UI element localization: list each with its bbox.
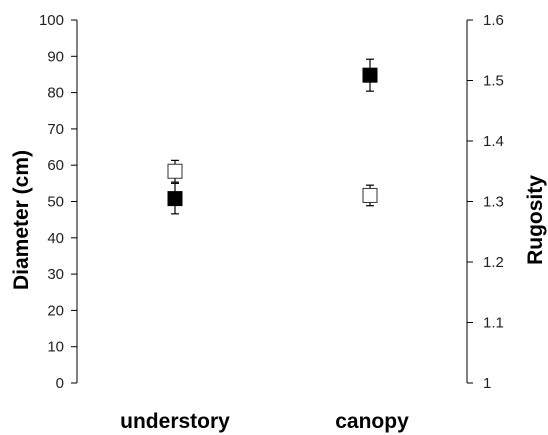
- left-axis-tick-label: 0: [56, 375, 64, 392]
- left-axis-tick-label: 70: [47, 121, 64, 138]
- diameter-point: [167, 191, 183, 207]
- rugosity-point: [362, 187, 378, 203]
- left-axis-tick-label: 60: [47, 157, 64, 174]
- data-marks: [167, 58, 378, 215]
- left-axis-tick-label: 40: [47, 230, 64, 247]
- left-axis-tick-label: 100: [39, 12, 64, 29]
- left-axis-tick-label: 30: [47, 266, 64, 283]
- left-axis-tick-label: 10: [47, 339, 64, 356]
- right-axis-title: Rugosity: [524, 175, 547, 265]
- left-axis: 0 10 20 30 40 50 60 70 80 90 100: [39, 12, 78, 392]
- right-axis: 1 1.1 1.2 1.3 1.4 1.5 1.6: [466, 12, 504, 392]
- left-axis-tick-label: 20: [47, 302, 64, 319]
- right-axis-tick-label: 1.3: [483, 194, 504, 211]
- right-axis-tick-label: 1.5: [483, 73, 504, 90]
- left-axis-tick-label: 80: [47, 85, 64, 102]
- right-axis-tick-label: 1.1: [483, 315, 504, 332]
- category-label-canopy: canopy: [335, 410, 409, 433]
- left-axis-title: Diameter (cm): [10, 150, 33, 290]
- rugosity-point: [167, 163, 183, 179]
- category-label-understory: understory: [120, 410, 230, 433]
- diameter-point: [362, 67, 378, 83]
- right-axis-tick-label: 1.2: [483, 254, 504, 271]
- left-axis-tick-label: 90: [47, 48, 64, 65]
- right-axis-tick-label: 1: [483, 375, 491, 392]
- right-axis-tick-label: 1.4: [483, 133, 504, 150]
- left-axis-tick-label: 50: [47, 194, 64, 211]
- right-axis-tick-label: 1.6: [483, 12, 504, 29]
